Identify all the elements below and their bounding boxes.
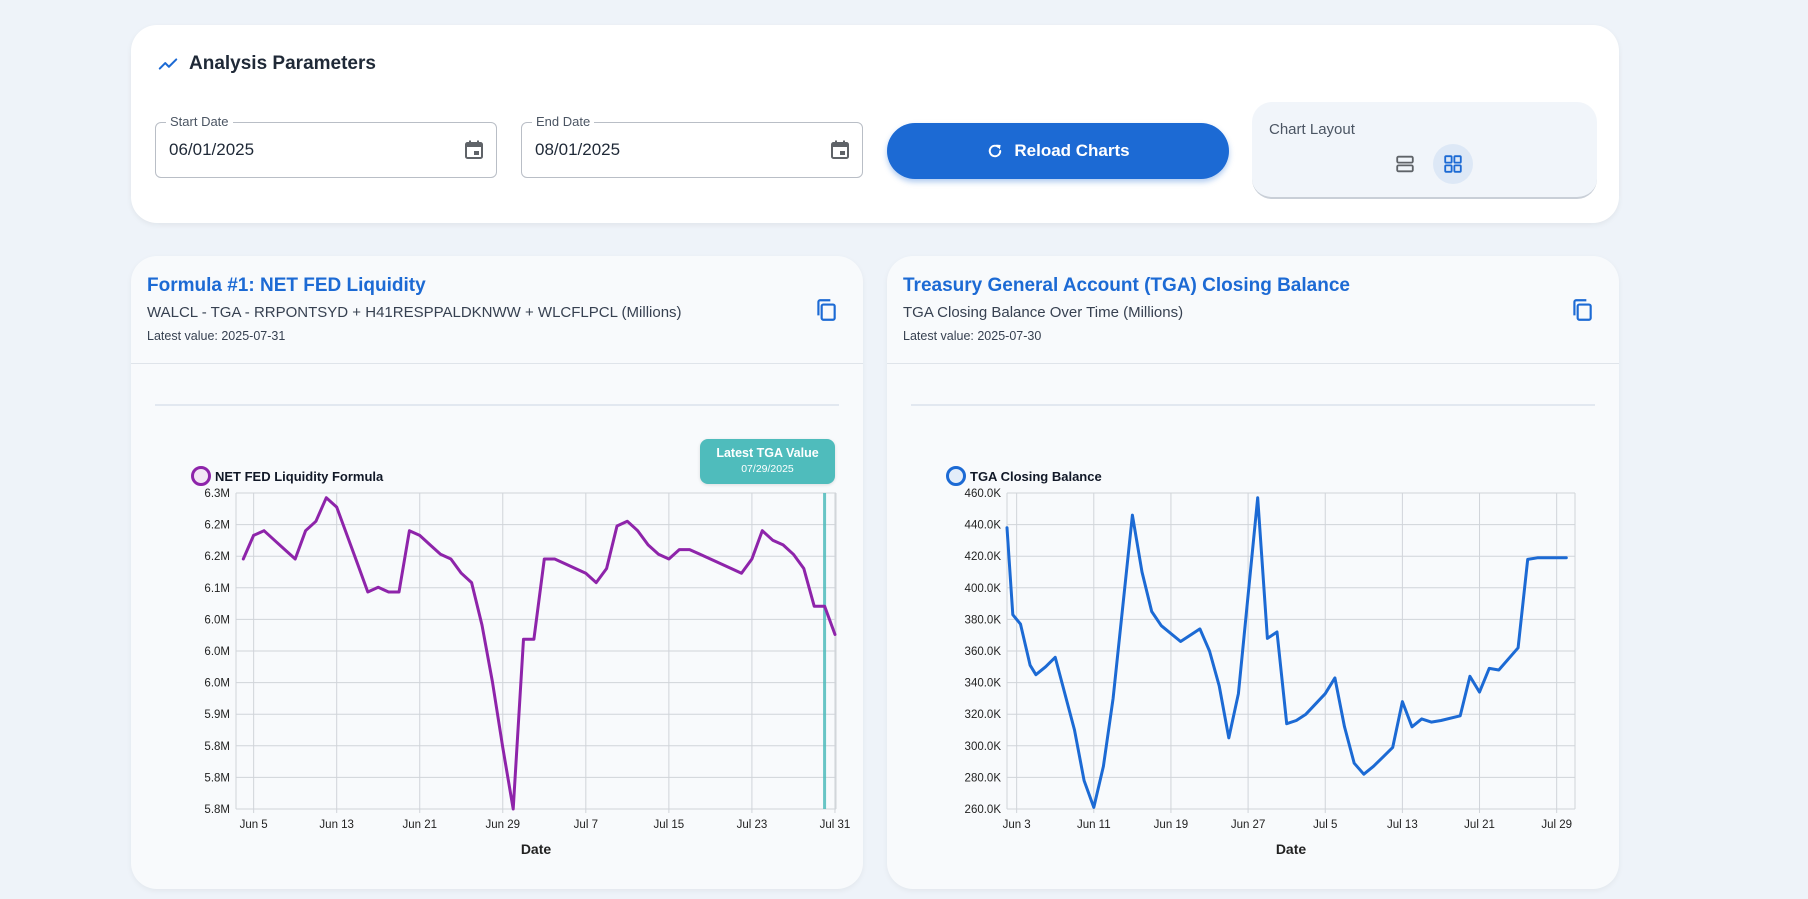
params-title: Analysis Parameters (189, 53, 376, 74)
x-tick-label: Jun 21 (402, 819, 437, 831)
analysis-parameters-card: Analysis Parameters Start Date 06/01/202… (131, 25, 1619, 223)
y-tick-label: 440.0K (965, 520, 1002, 532)
y-tick-label: 360.0K (965, 646, 1002, 658)
y-tick-label: 5.8M (204, 804, 230, 816)
x-tick-label: Jul 7 (574, 819, 598, 831)
x-axis-label: Date (521, 841, 552, 857)
chart-subtitle: TGA Closing Balance Over Time (Millions) (903, 304, 1184, 321)
tga-balance-chart: 260.0K 280.0K 300.0K 320.0K 340.0K 360.0K 380.… (965, 488, 1576, 857)
series-line (1005, 496, 1568, 809)
y-tick-label: 320.0K (965, 709, 1002, 721)
badge-title: Latest TGA Value (716, 446, 819, 460)
y-tick-label: 6.2M (204, 551, 230, 563)
latest-value: Latest value: 2025-07-30 (903, 329, 1042, 343)
x-axis-label: Date (1276, 841, 1307, 857)
net-fed-liquidity-card: Formula #1: NET FED Liquidity WALCL - TG… (131, 256, 863, 889)
copy-icon[interactable] (813, 297, 839, 323)
chart-card-header: Treasury General Account (TGA) Closing B… (887, 256, 1619, 364)
y-tick-label: 6.0M (204, 646, 230, 658)
params-header: Analysis Parameters (157, 53, 376, 75)
tga-balance-card: Treasury General Account (TGA) Closing B… (887, 256, 1619, 889)
refresh-icon (989, 144, 1002, 158)
y-tick-label: 460.0K (965, 488, 1002, 500)
y-tick-label: 6.2M (204, 520, 230, 532)
y-tick-label: 6.1M (204, 583, 230, 595)
single-column-layout-button[interactable] (1385, 144, 1425, 184)
x-tick-label: Jul 29 (1541, 819, 1572, 831)
y-tick-label: 380.0K (965, 614, 1002, 626)
x-tick-label: Jul 31 (820, 819, 851, 831)
y-tick-label: 5.9M (204, 709, 230, 721)
chart-card-header: Formula #1: NET FED Liquidity WALCL - TG… (131, 256, 863, 364)
chart-title: Treasury General Account (TGA) Closing B… (903, 275, 1350, 296)
legend-label: TGA Closing Balance (970, 468, 1102, 484)
trending-up-icon (158, 58, 178, 70)
y-tick-label: 6.0M (204, 678, 230, 690)
chart-legend[interactable]: NET FED Liquidity Formula (191, 466, 383, 486)
chart-layout-label: Chart Layout (1269, 121, 1355, 138)
reload-charts-button[interactable]: Reload Charts (887, 123, 1229, 179)
y-tick-label: 300.0K (965, 741, 1002, 753)
x-tick-label: Jun 13 (319, 819, 354, 831)
y-tick-label: 6.0M (204, 614, 230, 626)
calendar-icon[interactable] (462, 138, 486, 162)
chart-legend[interactable]: TGA Closing Balance (946, 466, 1102, 486)
y-tick-label: 420.0K (965, 551, 1002, 563)
end-date-field[interactable]: End Date 08/01/2025 (521, 114, 863, 178)
x-tick-label: Jul 23 (737, 819, 768, 831)
x-tick-label: Jul 5 (1313, 819, 1337, 831)
x-tick-label: Jun 5 (240, 819, 268, 831)
y-tick-label: 6.3M (204, 488, 230, 500)
badge-date: 07/29/2025 (741, 463, 794, 475)
y-tick-label: 5.8M (204, 741, 230, 753)
latest-value: Latest value: 2025-07-31 (147, 329, 286, 343)
chart-title: Formula #1: NET FED Liquidity (147, 275, 426, 296)
x-tick-label: Jul 13 (1387, 819, 1418, 831)
y-tick-label: 400.0K (965, 583, 1002, 595)
x-tick-label: Jun 11 (1077, 819, 1111, 831)
legend-marker (191, 466, 211, 486)
x-tick-label: Jun 19 (1154, 819, 1189, 831)
reload-charts-label: Reload Charts (1014, 141, 1130, 160)
grid-layout-button[interactable] (1433, 144, 1473, 184)
calendar-icon[interactable] (828, 138, 852, 162)
copy-icon[interactable] (1569, 297, 1595, 323)
chart-subtitle: WALCL - TGA - RRPONTSYD + H41RESPPALDKNW… (147, 304, 682, 321)
x-tick-label: Jul 15 (654, 819, 685, 831)
latest-tga-badge: Latest TGA Value 07/29/2025 (700, 439, 835, 484)
series-line (241, 496, 837, 811)
legend-marker (946, 466, 966, 486)
x-tick-label: Jun 27 (1231, 819, 1266, 831)
y-tick-label: 340.0K (965, 678, 1002, 690)
net-fed-liquidity-chart: 5.8M 5.8M 5.8M 5.9M 6.0M 6.0M 6.0M 6.1M 6.2M 6.2M… (204, 488, 851, 857)
start-date-field[interactable]: Start Date 06/01/2025 (155, 114, 497, 178)
grid-icon (1444, 155, 1462, 173)
legend-label: NET FED Liquidity Formula (215, 468, 384, 484)
start-date-label: Start Date (166, 114, 233, 129)
chart-layout-control: Chart Layout (1252, 102, 1597, 199)
x-tick-label: Jun 29 (486, 819, 521, 831)
rows-icon (1396, 155, 1414, 173)
x-tick-label: Jun 3 (1003, 819, 1031, 831)
x-tick-label: Jul 21 (1464, 819, 1495, 831)
y-tick-label: 5.8M (204, 772, 230, 784)
end-date-label: End Date (532, 114, 595, 129)
y-tick-label: 260.0K (965, 804, 1002, 816)
chart-divider (155, 404, 839, 406)
end-date-value[interactable]: 08/01/2025 (535, 140, 621, 159)
chart-divider (911, 404, 1595, 406)
y-tick-label: 280.0K (965, 772, 1002, 784)
start-date-value[interactable]: 06/01/2025 (169, 140, 255, 159)
